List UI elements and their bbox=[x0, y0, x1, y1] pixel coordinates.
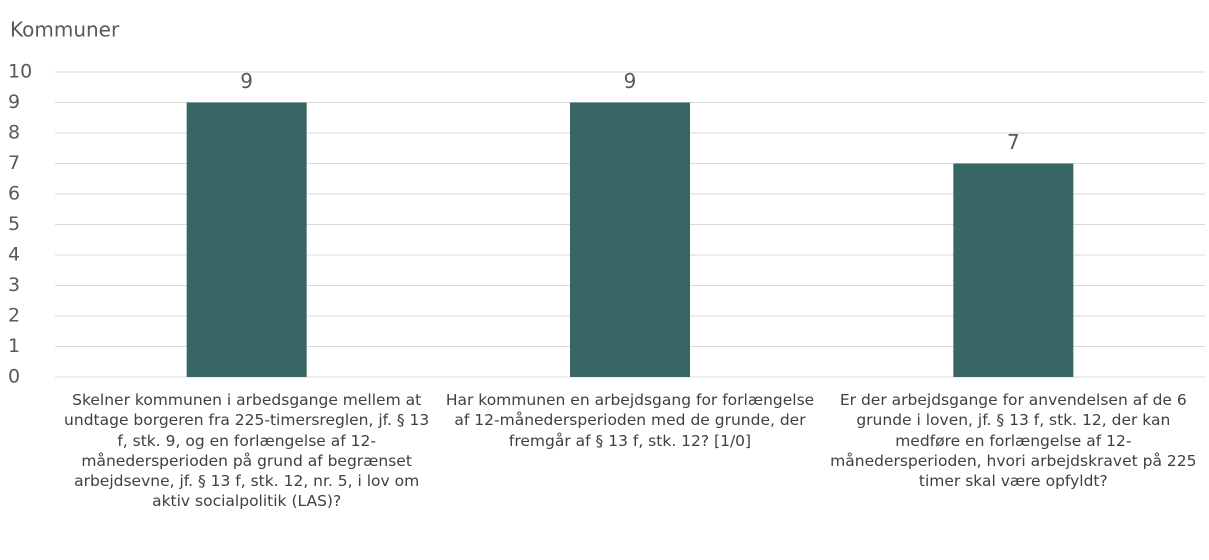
y-axis-label: Kommuner bbox=[10, 18, 120, 42]
x-tick-label: Skelner kommunen i arbedsgange mellem at… bbox=[64, 391, 430, 511]
x-tick-label: Har kommunen en arbejdsgang for forlænge… bbox=[445, 391, 815, 450]
bar bbox=[953, 163, 1074, 377]
y-tick-label: 6 bbox=[8, 183, 20, 205]
chart: Kommuner 0 1 2 3 4 5 6 7 8 9 10 9 9 7 bbox=[8, 18, 1205, 386]
data-label: 9 bbox=[624, 69, 637, 93]
y-tick-label: 3 bbox=[8, 274, 20, 296]
y-tick-label: 1 bbox=[8, 335, 20, 357]
y-tick-label: 7 bbox=[8, 152, 20, 174]
data-label: 7 bbox=[1007, 130, 1020, 154]
y-tick-label: 5 bbox=[8, 213, 20, 235]
x-tick-label: Er der arbejdsgange for anvendelsen af d… bbox=[830, 391, 1197, 491]
bar bbox=[570, 102, 690, 377]
y-tick-label: 2 bbox=[8, 305, 20, 327]
y-tick-label: 10 bbox=[8, 61, 32, 83]
y-tick-label: 0 bbox=[8, 366, 20, 386]
y-tick-label: 9 bbox=[8, 91, 20, 113]
y-tick-label: 4 bbox=[8, 244, 20, 266]
data-label: 9 bbox=[240, 69, 253, 93]
y-tick-label: 8 bbox=[8, 122, 20, 144]
bar bbox=[186, 102, 307, 377]
